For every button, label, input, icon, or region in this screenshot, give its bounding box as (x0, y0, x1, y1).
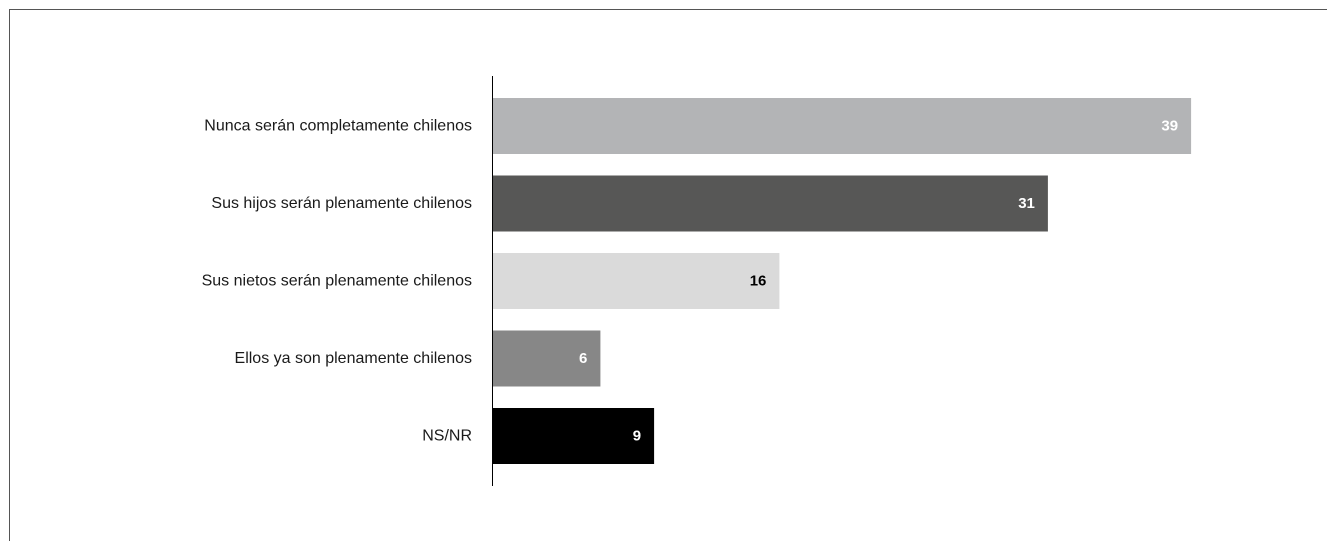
bar-1 (493, 98, 1192, 154)
category-label-2: Sus hijos serán plenamente chilenos (211, 195, 472, 212)
value-label-3: 16 (750, 273, 767, 290)
chart-frame (9, 9, 1327, 541)
bar-2 (493, 175, 1048, 232)
value-label-5: 9 (633, 428, 641, 445)
value-label-2: 31 (1018, 195, 1035, 212)
value-label-4: 6 (579, 350, 587, 367)
value-label-1: 39 (1161, 118, 1178, 135)
category-label-1: Nunca serán completamente chilenos (204, 118, 472, 135)
category-label-4: Ellos ya son plenamente chilenos (235, 350, 472, 367)
bar-3 (493, 253, 780, 309)
bar-4 (493, 330, 601, 387)
category-label-3: Sus nietos serán plenamente chilenos (202, 273, 472, 290)
bar-5 (493, 408, 655, 464)
category-label-5: NS/NR (422, 428, 472, 445)
